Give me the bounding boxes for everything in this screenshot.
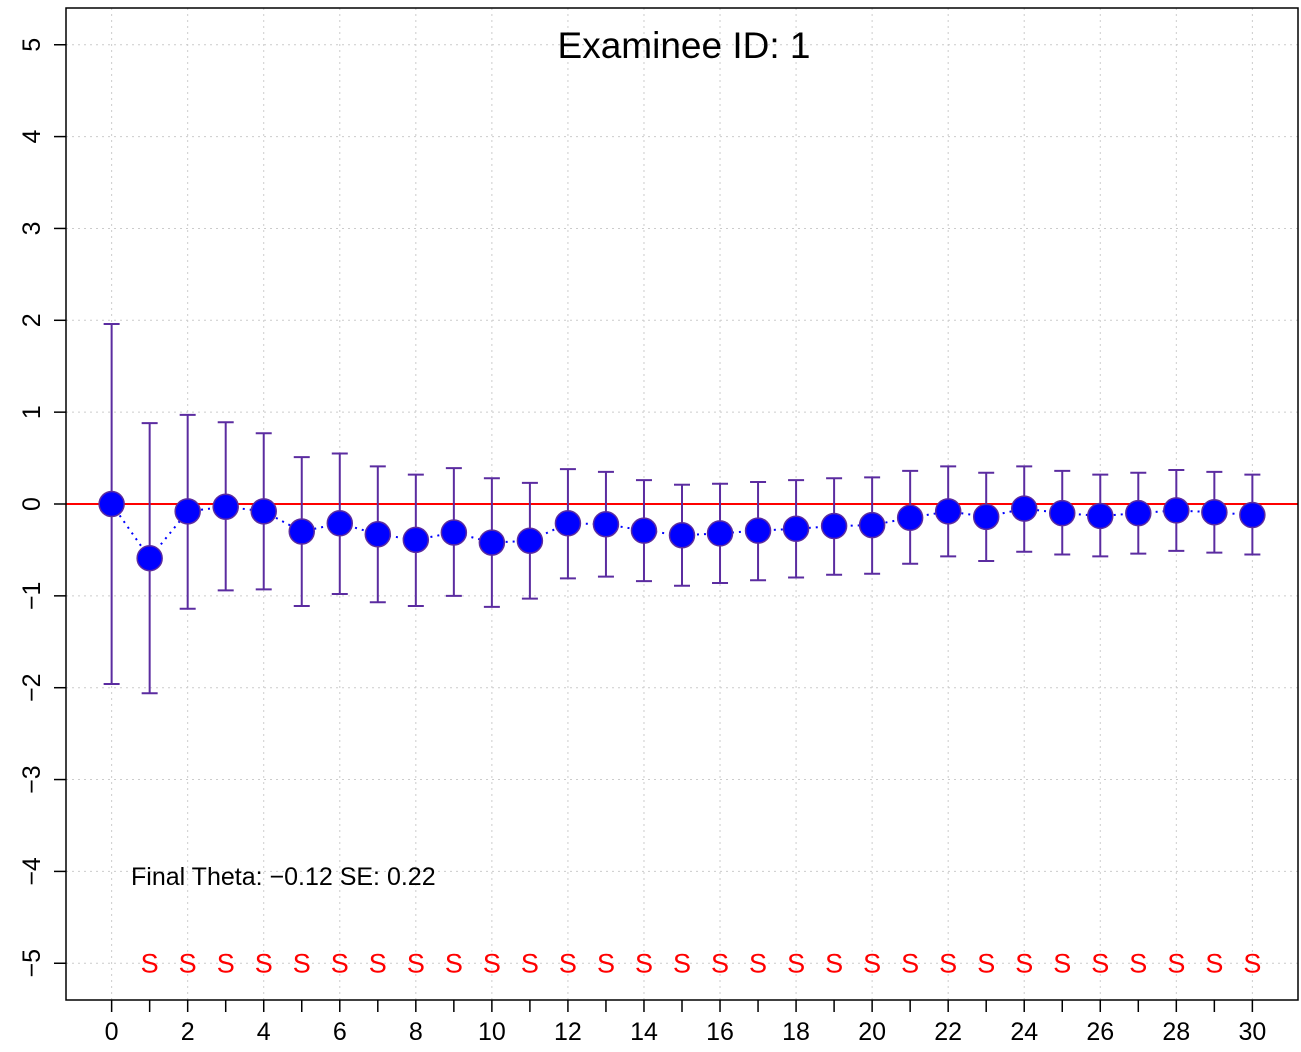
response-marker: S [1205, 948, 1223, 978]
theta-point [1087, 502, 1114, 530]
response-marker: S [559, 948, 577, 978]
y-tick-label: 5 [18, 38, 46, 52]
theta-point [896, 504, 924, 532]
response-marker: S [1091, 948, 1109, 978]
response-marker: S [711, 948, 729, 978]
theta-point [1239, 501, 1266, 529]
plot-frame [65, 7, 1299, 1001]
theta-point [516, 527, 544, 554]
x-tick-label: 28 [1162, 1018, 1190, 1046]
theta-point [782, 515, 810, 543]
response-marker: S [483, 948, 501, 978]
theta-point [934, 498, 962, 525]
y-tick-label: 0 [18, 497, 46, 511]
theta-point [1010, 495, 1038, 522]
theta-point [744, 517, 772, 544]
theta-point [706, 520, 734, 547]
x-tick-label: 20 [858, 1018, 886, 1046]
theta-point [972, 503, 1000, 531]
chart-title: Examinee ID: 1 [558, 25, 811, 66]
y-tick-label: −1 [18, 582, 46, 611]
theta-points [98, 490, 1266, 572]
y-tick-label: −3 [18, 765, 46, 794]
theta-point [1163, 497, 1190, 524]
x-tick-label: 30 [1238, 1018, 1266, 1046]
response-marker: S [255, 948, 273, 978]
response-marker: S [217, 948, 235, 978]
x-tick-label: 4 [257, 1018, 271, 1046]
response-marker: S [521, 948, 539, 978]
theta-point [212, 493, 239, 521]
response-marker: S [141, 948, 159, 978]
theta-point [630, 517, 658, 544]
theta-point [1125, 499, 1152, 527]
theta-point [402, 526, 430, 554]
theta-point [1048, 499, 1076, 527]
theta-point [440, 519, 468, 546]
response-marker: S [1015, 948, 1033, 978]
theta-point [288, 518, 316, 545]
response-marker: S [1053, 948, 1071, 978]
y-tick-label: −2 [18, 673, 46, 702]
response-marker: S [749, 948, 767, 978]
theta-point [364, 521, 392, 548]
response-marker: S [179, 948, 197, 978]
theta-point [858, 511, 886, 539]
theta-point [592, 510, 620, 538]
axes: 0 2 4 6 8 10 12 14 16 18 20 22 24 26 28 30−5−4−3−2−1012… [18, 38, 1266, 1046]
theta-point [326, 510, 354, 537]
x-tick-label: 6 [333, 1018, 347, 1046]
response-marker: S [825, 948, 843, 978]
theta-point [554, 510, 582, 537]
response-marker: S [1243, 948, 1261, 978]
theta-point [478, 529, 506, 556]
y-tick-label: 4 [18, 130, 46, 144]
response-marker: S [407, 948, 425, 978]
theta-point [174, 498, 201, 525]
response-marker: S [977, 948, 995, 978]
theta-point [250, 498, 277, 525]
response-marker: S [673, 948, 691, 978]
theta-point [820, 512, 848, 540]
theta-point [98, 490, 125, 518]
response-marker: S [597, 948, 615, 978]
x-tick-label: 18 [782, 1018, 810, 1046]
x-tick-label: 26 [1086, 1018, 1114, 1046]
y-tick-label: −5 [18, 949, 46, 978]
x-tick-label: 16 [706, 1018, 734, 1046]
theta-point [136, 544, 163, 572]
x-tick-label: 12 [554, 1018, 582, 1046]
response-marker: S [787, 948, 805, 978]
response-marker: S [445, 948, 463, 978]
response-marker: S [1129, 948, 1147, 978]
response-marker: S [939, 948, 957, 978]
error-bars [103, 322, 1261, 695]
x-tick-label: 8 [409, 1018, 423, 1046]
x-tick-label: 24 [1010, 1018, 1038, 1046]
x-tick-label: 0 [105, 1018, 119, 1046]
response-marker: S [331, 948, 349, 978]
x-tick-label: 22 [934, 1018, 962, 1046]
response-marker: S [1167, 948, 1185, 978]
response-marker: S [635, 948, 653, 978]
theta-point [1201, 499, 1228, 526]
response-marker: S [901, 948, 919, 978]
response-marker: S [369, 948, 387, 978]
x-tick-label: 14 [630, 1018, 658, 1046]
response-marker: S [863, 948, 881, 978]
y-tick-label: 2 [18, 313, 46, 327]
x-tick-label: 2 [181, 1018, 195, 1046]
theta-point [668, 521, 696, 549]
grid-lines [66, 8, 1298, 1000]
y-tick-label: 3 [18, 221, 46, 235]
response-marker: S [293, 948, 311, 978]
final-theta-annotation: Final Theta: −0.12 SE: 0.22 [131, 863, 436, 891]
y-tick-label: 1 [18, 405, 46, 419]
x-tick-label: 10 [478, 1018, 506, 1046]
y-tick-label: −4 [18, 857, 46, 886]
